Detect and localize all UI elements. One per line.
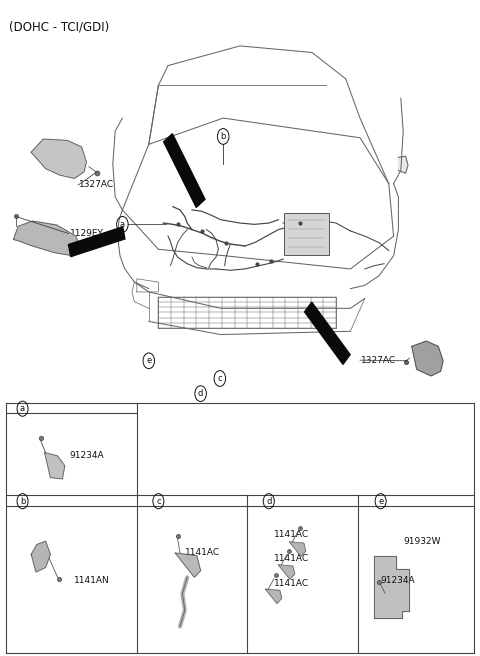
Text: a: a (20, 404, 25, 413)
FancyArrow shape (164, 134, 205, 207)
Polygon shape (374, 556, 409, 618)
Text: (DOHC - TCI/GDI): (DOHC - TCI/GDI) (9, 21, 109, 34)
Text: 1141AN: 1141AN (74, 576, 110, 585)
Text: c: c (217, 374, 222, 383)
Text: 1327AC: 1327AC (361, 356, 396, 365)
Polygon shape (45, 453, 65, 479)
Text: 91932W: 91932W (403, 537, 441, 546)
Text: e: e (146, 356, 151, 365)
Text: 1141AC: 1141AC (274, 579, 309, 588)
Polygon shape (13, 221, 81, 256)
Polygon shape (265, 589, 282, 604)
Text: c: c (156, 497, 161, 506)
Polygon shape (31, 541, 50, 572)
FancyArrow shape (69, 227, 125, 256)
Text: 1141AC: 1141AC (185, 548, 220, 557)
Text: 1141AC: 1141AC (274, 554, 309, 564)
Text: a: a (120, 220, 125, 229)
Text: 1327AC: 1327AC (79, 180, 114, 190)
Text: e: e (378, 497, 383, 506)
Text: 91234A: 91234A (381, 576, 415, 585)
Polygon shape (278, 565, 295, 579)
Text: b: b (20, 497, 25, 506)
Polygon shape (398, 156, 408, 173)
Polygon shape (412, 341, 443, 376)
Text: 1141AC: 1141AC (274, 530, 309, 539)
Text: 91234A: 91234A (70, 451, 104, 461)
Text: b: b (220, 132, 226, 141)
Text: d: d (198, 389, 204, 398)
Text: d: d (266, 497, 272, 506)
Text: 1129EY: 1129EY (70, 229, 104, 238)
FancyBboxPatch shape (284, 213, 329, 255)
Polygon shape (289, 542, 306, 556)
FancyArrow shape (305, 302, 350, 364)
Polygon shape (31, 139, 86, 178)
Polygon shape (175, 553, 201, 577)
